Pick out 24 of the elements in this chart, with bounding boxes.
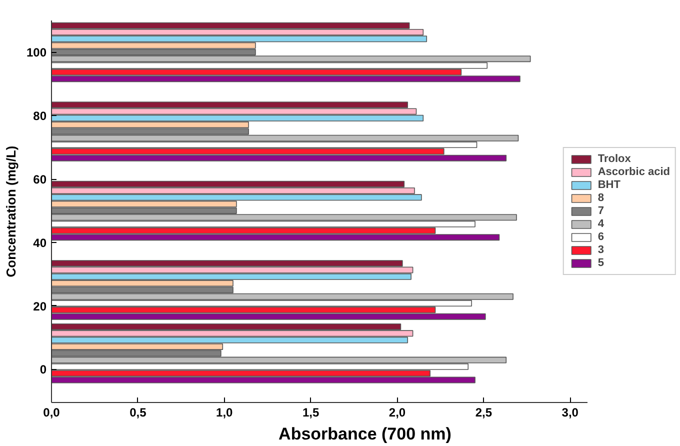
y-tick-label: 80: [33, 109, 47, 124]
y-tick-label: 20: [33, 299, 47, 314]
legend-label: 5: [598, 257, 605, 269]
legend-label: 7: [598, 205, 605, 217]
y-tick-label: 100: [26, 46, 47, 60]
legend-label: 3: [598, 244, 605, 256]
x-tick-label: 3,0: [562, 406, 579, 420]
legend-label: 4: [598, 218, 605, 230]
x-tick-label: 2,5: [475, 406, 492, 420]
legend-label: Trolox: [598, 153, 631, 165]
legend-label: Ascorbic acid: [598, 166, 670, 178]
x-tick-label: 1,5: [302, 406, 320, 420]
y-tick-label: 40: [33, 236, 47, 250]
x-tick-label: 1,0: [216, 406, 234, 420]
legend-label: 8: [598, 192, 605, 204]
x-tick-label: 0,0: [43, 406, 60, 420]
x-tick-label: 0,5: [130, 406, 147, 420]
x-tick-label: 2,0: [388, 406, 406, 420]
y-tick-label: 0: [40, 362, 47, 377]
y-axis-title: Concentration (mg/L): [3, 146, 18, 278]
x-axis-title: Absorbance (700 nm): [278, 424, 452, 444]
legend-label: 6: [598, 231, 605, 243]
y-tick-label: 60: [33, 172, 47, 187]
legend-label: BHT: [598, 179, 620, 191]
